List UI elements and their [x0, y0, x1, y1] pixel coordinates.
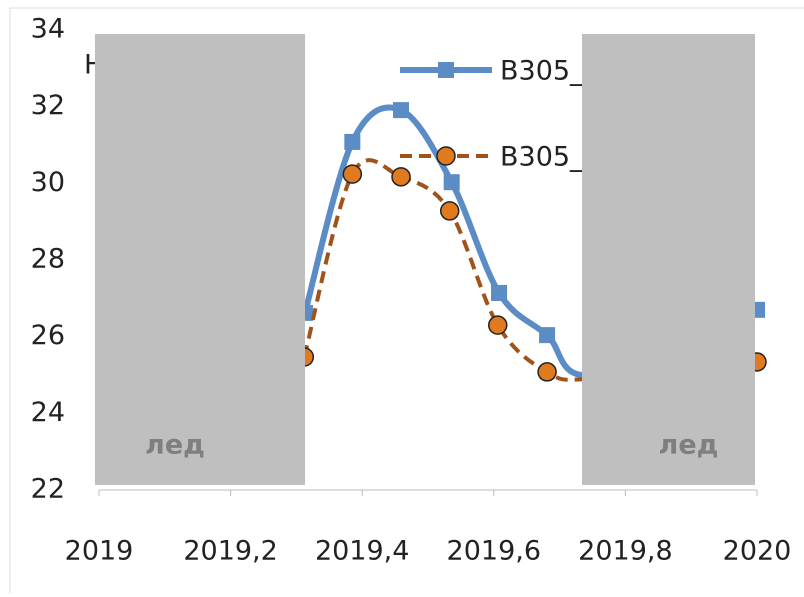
x-tick-label: 2019,6 — [447, 536, 541, 567]
legend-marker — [436, 146, 456, 166]
y-tick-label: 34 — [31, 14, 65, 45]
y-tick-label: 28 — [31, 244, 65, 275]
y-tick-label: 26 — [31, 320, 65, 351]
legend-label: B305_ — [500, 56, 584, 87]
annotation: лед — [145, 430, 205, 461]
marker — [491, 284, 508, 301]
marker — [537, 362, 557, 382]
y-tick-label: 24 — [31, 397, 65, 428]
marker — [443, 174, 460, 191]
annotation: лед — [659, 430, 719, 461]
ice-region — [95, 34, 305, 485]
x-tick-label: 2019,8 — [578, 536, 672, 567]
y-tick-label: 22 — [31, 474, 65, 505]
marker — [393, 102, 410, 119]
legend-label: B305_ — [500, 142, 584, 173]
marker — [342, 164, 363, 184]
frame — [9, 7, 804, 597]
marker — [539, 327, 556, 344]
x-tick-label: 2019,2 — [183, 536, 277, 567]
y-tick-label: 30 — [31, 167, 65, 198]
marker — [487, 315, 508, 335]
x-tick-label: 2019,4 — [315, 536, 409, 567]
x-tick-label: 2019 — [65, 536, 134, 567]
x-tick-label: 2020 — [723, 536, 792, 567]
y-tick-label: 32 — [31, 90, 65, 121]
legend-marker — [438, 62, 454, 78]
marker — [439, 201, 460, 221]
marker — [344, 133, 361, 150]
marker — [391, 167, 411, 187]
ice-region — [582, 34, 755, 485]
